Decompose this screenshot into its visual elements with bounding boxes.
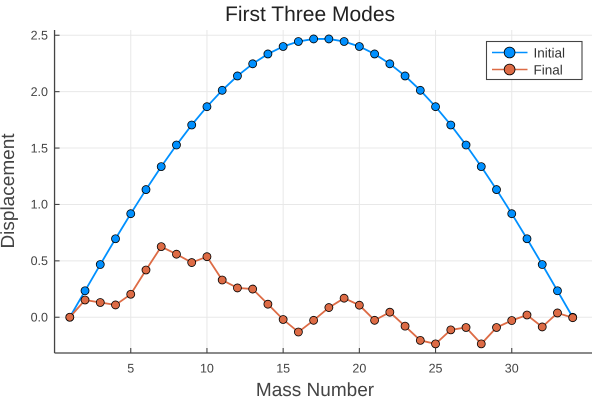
- svg-text:1.5: 1.5: [31, 141, 48, 155]
- svg-text:15: 15: [276, 362, 290, 376]
- svg-text:Mass Number: Mass Number: [256, 380, 375, 400]
- svg-text:2.5: 2.5: [31, 29, 48, 43]
- svg-text:0.5: 0.5: [31, 254, 48, 268]
- svg-text:0.0: 0.0: [31, 311, 48, 325]
- svg-text:First Three Modes: First Three Modes: [225, 3, 395, 26]
- svg-text:20: 20: [352, 362, 366, 376]
- svg-text:30: 30: [505, 362, 519, 376]
- svg-text:Displacement: Displacement: [0, 133, 19, 249]
- svg-text:5: 5: [127, 362, 134, 376]
- svg-text:2.0: 2.0: [31, 85, 48, 99]
- svg-text:Final: Final: [534, 63, 563, 78]
- svg-text:1.0: 1.0: [31, 198, 48, 212]
- svg-text:25: 25: [429, 362, 443, 376]
- svg-text:10: 10: [200, 362, 214, 376]
- svg-text:Initial: Initial: [534, 46, 566, 61]
